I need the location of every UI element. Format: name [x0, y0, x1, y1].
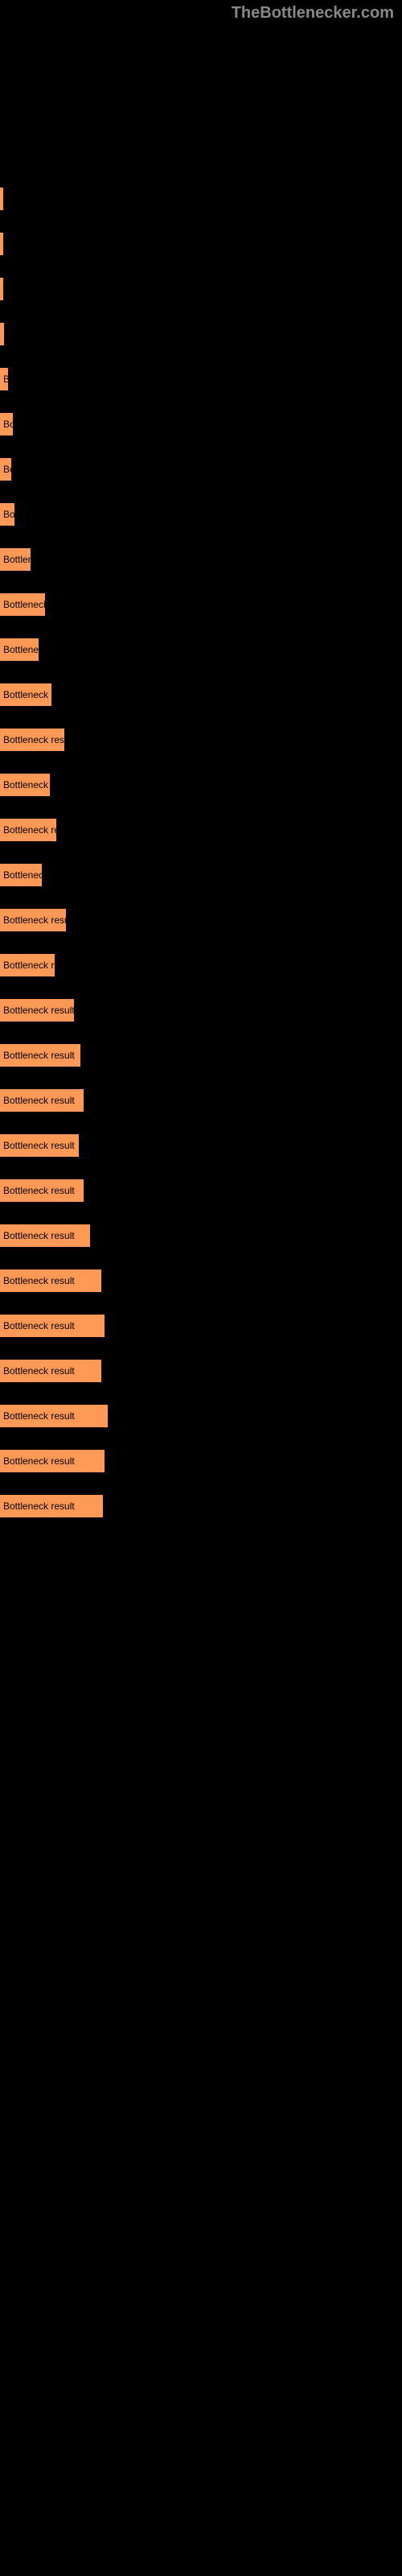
bar-row: Bottleneck res: [0, 954, 402, 976]
bar: Bottlen: [0, 548, 31, 571]
bar-row: Bottleneck re: [0, 774, 402, 796]
bar: Bottleneck result: [0, 999, 74, 1022]
watermark-text: TheBottlenecker.com: [0, 0, 402, 27]
bar: [0, 278, 3, 300]
bar-row: Bottleneck result: [0, 1134, 402, 1157]
bar-row: Bottleneck result: [0, 1495, 402, 1517]
bar: Bottleneck result: [0, 729, 64, 751]
bar-row: Bottleneck result: [0, 1224, 402, 1247]
bar: Bottleneck res: [0, 954, 55, 976]
bar: Bottleneck r: [0, 593, 45, 616]
bar-row: Bottleneck result: [0, 1450, 402, 1472]
bar-row: Bottleneck result: [0, 1044, 402, 1067]
bar-row: [0, 233, 402, 255]
bar-row: Bottleneck result: [0, 1089, 402, 1112]
bar-row: Bottleneck: [0, 864, 402, 886]
bar: Bottleneck res: [0, 683, 51, 706]
bar-row: Bottleneck result: [0, 1405, 402, 1427]
bar-row: Bottleneck result: [0, 1360, 402, 1382]
bar-row: Bottlen: [0, 548, 402, 571]
bar: [0, 233, 3, 255]
bar-row: Bottleneck result: [0, 999, 402, 1022]
bar: [0, 188, 3, 210]
bar: Bottleneck result: [0, 1134, 79, 1157]
bar-row: Bottlenec: [0, 638, 402, 661]
bar-row: Bo: [0, 503, 402, 526]
bar-row: Bottleneck result: [0, 729, 402, 751]
bar: B: [0, 368, 8, 390]
bar: Bottleneck result: [0, 909, 66, 931]
bar-row: Bottleneck resu: [0, 819, 402, 841]
bar: Bottleneck result: [0, 1405, 108, 1427]
bar: Bottleneck result: [0, 1224, 90, 1247]
bar: Bottleneck result: [0, 1450, 105, 1472]
bar: [0, 323, 4, 345]
bar-row: [0, 278, 402, 300]
bar: Bottleneck re: [0, 774, 50, 796]
bar-row: Bo: [0, 458, 402, 481]
bar: Bottleneck result: [0, 1315, 105, 1337]
bar-row: Bottleneck result: [0, 909, 402, 931]
bar: Bottleneck result: [0, 1044, 80, 1067]
bar-row: Bottleneck result: [0, 1269, 402, 1292]
bar-row: Bo: [0, 413, 402, 436]
bar-row: B: [0, 368, 402, 390]
bar: Bottleneck result: [0, 1360, 101, 1382]
bar-row: Bottleneck result: [0, 1315, 402, 1337]
bar: Bo: [0, 413, 13, 436]
bar: Bottleneck result: [0, 1179, 84, 1202]
bar-row: [0, 188, 402, 210]
bar: Bottleneck result: [0, 1089, 84, 1112]
bar: Bottleneck result: [0, 1495, 103, 1517]
bar-row: [0, 323, 402, 345]
bar-row: Bottleneck res: [0, 683, 402, 706]
bar-row: Bottleneck result: [0, 1179, 402, 1202]
bar: Bottleneck resu: [0, 819, 56, 841]
bar-chart: B Bo Bo Bo Bottlen Bottleneck r Bottlenec Bottl…: [0, 27, 402, 1556]
bar: Bottleneck result: [0, 1269, 101, 1292]
bar: Bo: [0, 458, 11, 481]
bar: Bo: [0, 503, 14, 526]
bar: Bottlenec: [0, 638, 39, 661]
bar-row: Bottleneck r: [0, 593, 402, 616]
bar: Bottleneck: [0, 864, 42, 886]
